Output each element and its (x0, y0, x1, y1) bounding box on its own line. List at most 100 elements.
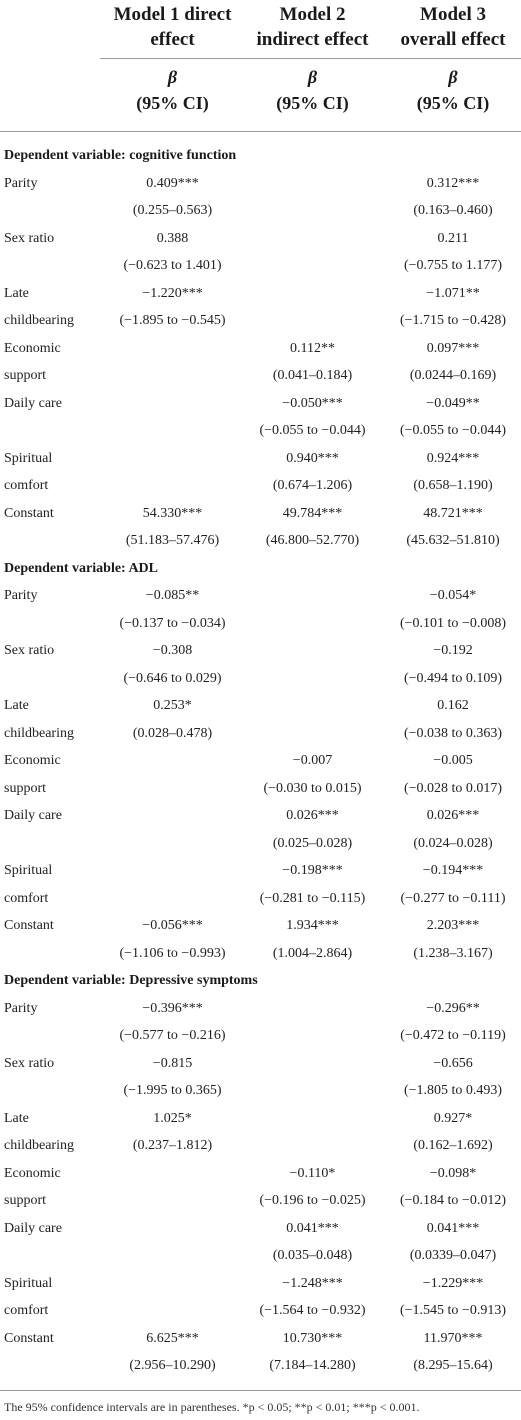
coefficient-cell: 0.112** (290, 340, 335, 356)
beta-symbol: β (167, 67, 178, 87)
row-label: childbearing (4, 313, 74, 328)
row-label: support (4, 780, 46, 796)
coefficient-cell: −0.005 (433, 753, 473, 768)
coefficient-cell: −0.198*** (282, 863, 343, 878)
model3-header-line2: overall effect (400, 29, 506, 50)
row-label: Late (4, 1110, 29, 1126)
ci-cell: (−0.101 to −0.008) (399, 615, 506, 631)
header-bottom-rule (0, 131, 521, 132)
row-label: support (4, 368, 46, 383)
row-label: comfort (4, 890, 49, 906)
model3-beta-header: β (95% CI) (385, 64, 521, 116)
ci-cell: (1.238–3.167) (413, 945, 493, 961)
row-label: Daily care (4, 1220, 62, 1236)
model2-header: Model 2 indirect effect (245, 2, 380, 52)
ci-cell: (0.237–1.812) (132, 1138, 213, 1153)
model3-header-line1: Model 3 (420, 4, 486, 25)
coefficient-cell: −0.050*** (282, 395, 343, 411)
coefficient-cell: 0.211 (437, 230, 469, 246)
ci-cell: (−0.055 to −0.044) (259, 423, 366, 438)
ci-cell: (−0.038 to 0.363) (403, 725, 503, 741)
row-label: Spiritual (4, 863, 53, 878)
coefficient-cell: 0.026*** (286, 808, 339, 823)
section-title: Dependent variable: ADL (4, 560, 158, 576)
coefficient-cell: 0.253* (153, 698, 192, 713)
model1-header: Model 1 direct effect (100, 2, 245, 52)
coefficient-cell: 48.721*** (423, 505, 483, 521)
model1-header-line1: Model 1 direct (113, 4, 232, 25)
ci-cell: (8.295–15.64) (413, 1358, 493, 1373)
coefficient-cell: −0.085** (145, 588, 200, 603)
ci-label: (95% CI) (276, 93, 349, 113)
row-label: Daily care (4, 395, 62, 411)
ci-cell: (−0.281 to −0.115) (259, 890, 366, 906)
ci-cell: (0.041–0.184) (272, 368, 353, 383)
ci-cell: (−0.755 to 1.177) (403, 258, 503, 273)
coefficient-cell: −0.192 (433, 643, 473, 658)
row-label: Constant (4, 505, 54, 521)
header-divider (100, 58, 521, 59)
ci-cell: (0.255–0.563) (132, 203, 213, 218)
ci-cell: (−1.564 to −0.932) (259, 1303, 366, 1318)
coefficient-cell: 54.330*** (142, 505, 203, 521)
ci-cell: (46.800–52.770) (265, 533, 360, 548)
ci-cell: (−0.184 to −0.012) (399, 1193, 506, 1208)
row-label: Constant (4, 1330, 54, 1346)
ci-cell: (0.024–0.028) (413, 835, 493, 851)
coefficient-cell: −0.396*** (142, 1000, 203, 1016)
ci-cell: (−1.995 to 0.365) (123, 1083, 222, 1098)
ci-cell: (7.184–14.280) (269, 1358, 356, 1373)
row-label: comfort (4, 478, 49, 493)
ci-cell: (0.674–1.206) (272, 478, 353, 493)
row-label: Constant (4, 918, 54, 933)
model3-header: Model 3 overall effect (385, 2, 521, 52)
coefficient-cell: 0.097*** (426, 340, 480, 356)
ci-cell: (−1.895 to −0.545) (119, 313, 226, 328)
ci-cell: (−1.715 to −0.428) (399, 313, 506, 328)
coefficient-cell: 6.625*** (146, 1330, 199, 1346)
coefficient-cell: −1.220*** (142, 285, 203, 301)
coefficient-cell: −0.054* (429, 588, 477, 603)
row-label: Daily care (4, 808, 62, 823)
coefficient-cell: 2.203*** (426, 918, 480, 933)
ci-cell: (0.035–0.048) (272, 1248, 353, 1263)
row-label: Parity (4, 175, 38, 191)
ci-cell: (−0.277 to −0.111) (400, 890, 506, 906)
coefficient-cell: 1.934*** (286, 918, 339, 933)
ci-cell: (−0.623 to 1.401) (123, 258, 222, 273)
ci-cell: (−0.028 to 0.017) (403, 780, 503, 796)
ci-cell: (−0.646 to 0.029) (123, 670, 222, 686)
model1-header-line2: effect (150, 29, 195, 50)
ci-cell: (45.632–51.810) (406, 533, 500, 548)
coefficient-cell: 49.784*** (282, 505, 343, 521)
coefficient-cell: −1.229*** (422, 1275, 484, 1291)
coefficient-cell: 0.388 (156, 230, 189, 246)
model2-beta-header: β (95% CI) (245, 64, 380, 116)
coefficient-cell: −0.308 (152, 643, 193, 658)
coefficient-cell: −0.007 (292, 753, 333, 768)
coefficient-cell: 1.025* (153, 1110, 192, 1126)
ci-cell: (1.004–2.864) (272, 945, 353, 961)
row-label: Economic (4, 1165, 61, 1181)
coefficient-cell: −0.098* (429, 1165, 477, 1181)
ci-label: (95% CI) (416, 93, 490, 113)
coefficient-cell: −1.248*** (282, 1275, 343, 1291)
coefficient-cell: 11.970*** (423, 1330, 483, 1346)
ci-cell: (−1.805 to 0.493) (403, 1083, 503, 1098)
row-label: Sex ratio (4, 643, 55, 658)
ci-cell: (−0.494 to 0.109) (403, 670, 503, 686)
coefficient-cell: −0.296** (426, 1000, 480, 1016)
coefficient-cell: −0.194*** (422, 863, 484, 878)
model1-beta-header: β (95% CI) (100, 64, 245, 116)
ci-cell: (−0.472 to −0.119) (400, 1028, 506, 1043)
row-label: Parity (4, 1000, 38, 1016)
coefficient-cell: 0.409*** (146, 175, 199, 191)
coefficient-cell: 0.041*** (426, 1220, 480, 1236)
ci-cell: (−1.106 to −0.993) (119, 945, 226, 961)
ci-cell: (−0.055 to −0.044) (399, 423, 506, 438)
coefficient-cell: 0.026*** (426, 808, 480, 823)
ci-cell: (−1.545 to −0.913) (399, 1303, 506, 1318)
ci-cell: (−0.196 to −0.025) (259, 1193, 366, 1208)
coefficient-cell: −0.656 (433, 1055, 473, 1071)
table-footnote: The 95% confidence intervals are in pare… (4, 1400, 420, 1414)
